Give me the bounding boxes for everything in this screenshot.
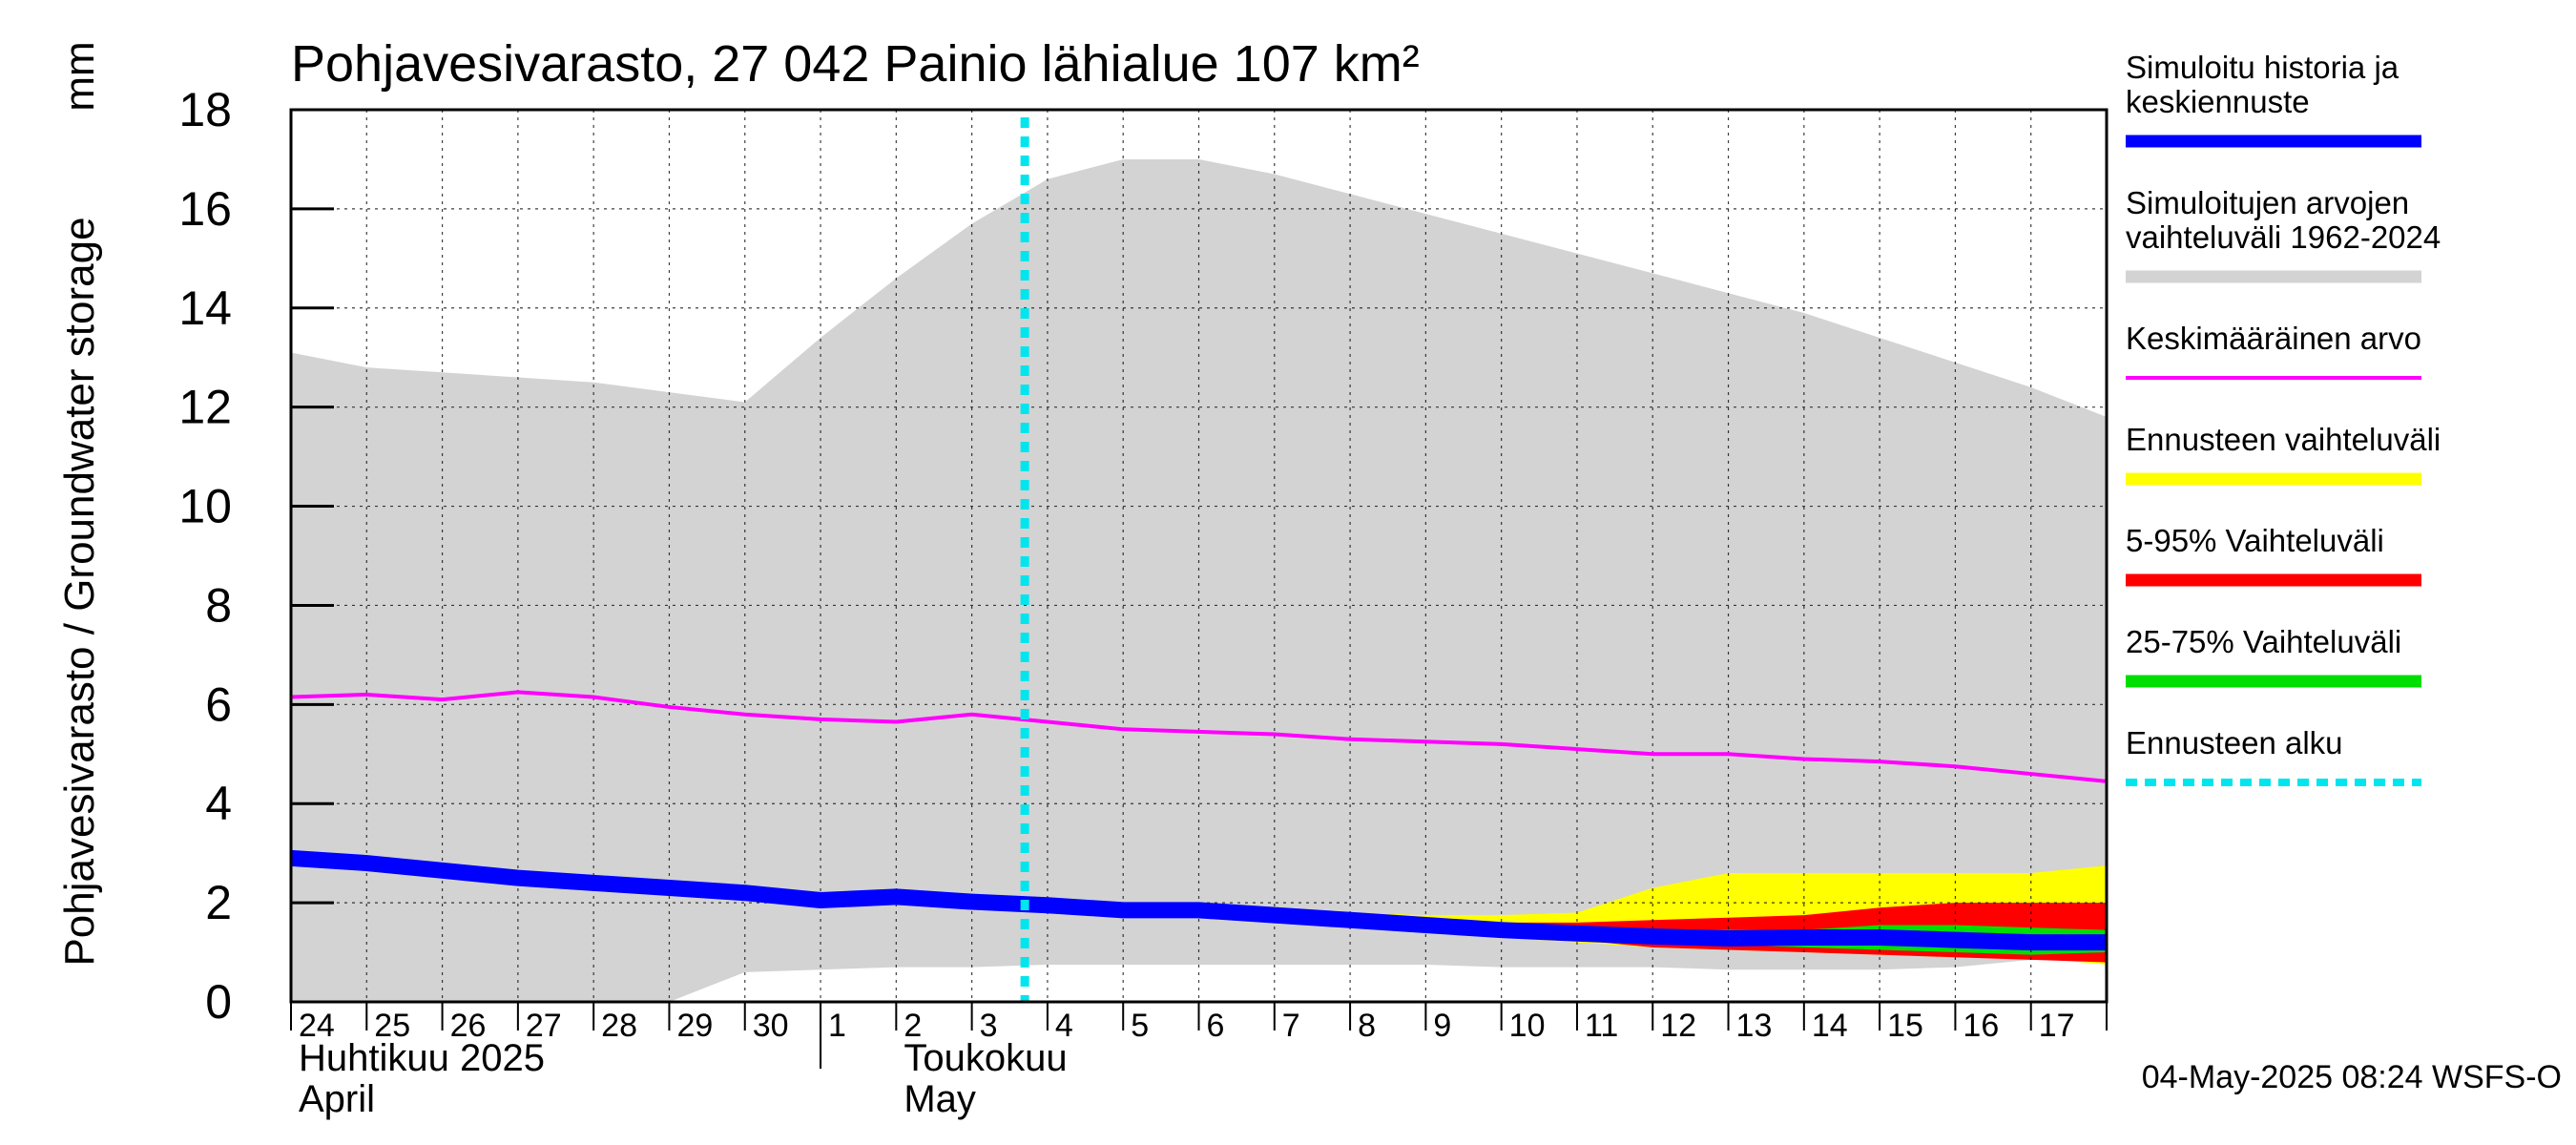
- x-tick-label: 28: [601, 1008, 637, 1044]
- y-tick-label: 8: [205, 578, 232, 632]
- legend-item: Keskimääräinen arvo: [2126, 321, 2421, 380]
- x-tick-label: 24: [299, 1008, 335, 1044]
- y-tick-label: 0: [205, 975, 232, 1029]
- legend-label: Ennusteen vaihteluväli: [2126, 422, 2441, 457]
- month-label-en: April: [299, 1078, 375, 1120]
- x-tick-label: 8: [1358, 1008, 1376, 1044]
- y-tick-label: 6: [205, 677, 232, 731]
- legend-item: Ennusteen vaihteluväli: [2126, 422, 2441, 486]
- chart-title: Pohjavesivarasto, 27 042 Painio lähialue…: [291, 35, 1420, 93]
- x-tick-label: 4: [1055, 1008, 1073, 1044]
- x-tick-label: 30: [753, 1008, 789, 1044]
- legend-label: Ennusteen alku: [2126, 725, 2343, 760]
- x-tick-label: 1: [828, 1008, 846, 1044]
- x-tick-label: 9: [1433, 1008, 1451, 1044]
- y-axis-label: Pohjavesivarasto / Groundwater storage: [56, 217, 103, 966]
- y-tick-label: 12: [178, 381, 232, 434]
- legend-label: vaihteluväli 1962-2024: [2126, 219, 2441, 255]
- legend-label: Keskimääräinen arvo: [2126, 321, 2421, 356]
- legend-item: 5-95% Vaihteluväli: [2126, 523, 2421, 587]
- x-tick-label: 10: [1509, 1008, 1546, 1044]
- legend-item: 25-75% Vaihteluväli: [2126, 624, 2421, 688]
- month-label-fi: Toukokuu: [904, 1037, 1067, 1079]
- x-tick-label: 27: [526, 1008, 562, 1044]
- legend-label: Simuloitujen arvojen: [2126, 185, 2409, 220]
- legend-item: Ennusteen alku: [2126, 725, 2421, 786]
- x-tick-label: 17: [2039, 1008, 2075, 1044]
- x-tick-label: 5: [1131, 1008, 1149, 1044]
- y-tick-label: 14: [178, 281, 232, 335]
- x-tick-label: 15: [1887, 1008, 1923, 1044]
- x-tick-label: 11: [1585, 1008, 1618, 1044]
- x-tick-label: 14: [1812, 1008, 1848, 1044]
- x-tick-label: 25: [374, 1008, 410, 1044]
- x-tick-label: 7: [1282, 1008, 1300, 1044]
- y-tick-label: 2: [205, 876, 232, 929]
- x-tick-label: 3: [980, 1008, 998, 1044]
- x-tick-label: 6: [1207, 1008, 1225, 1044]
- timestamp: 04-May-2025 08:24 WSFS-O: [2142, 1059, 2562, 1095]
- month-label-fi: Huhtikuu 2025: [299, 1037, 545, 1079]
- x-tick-label: 2: [904, 1008, 922, 1044]
- y-tick-label: 18: [178, 83, 232, 136]
- legend-label: Simuloitu historia ja: [2126, 50, 2399, 85]
- series-line-simulated: [290, 849, 2107, 951]
- legend-label: 25-75% Vaihteluväli: [2126, 624, 2401, 659]
- y-axis-unit: mm: [56, 41, 103, 111]
- y-tick-label: 4: [205, 777, 232, 830]
- series-line-mean: [290, 690, 2108, 783]
- month-label-en: May: [904, 1078, 976, 1120]
- y-tick-label: 10: [178, 480, 232, 533]
- x-tick-label: 26: [450, 1008, 487, 1044]
- x-tick-label: 16: [1963, 1008, 1999, 1044]
- legend-label: 5-95% Vaihteluväli: [2126, 523, 2384, 558]
- x-tick-label: 13: [1736, 1008, 1773, 1044]
- x-tick-label: 29: [676, 1008, 713, 1044]
- x-tick-label: 12: [1660, 1008, 1696, 1044]
- legend-label: keskiennuste: [2126, 84, 2310, 119]
- y-tick-label: 16: [178, 182, 232, 236]
